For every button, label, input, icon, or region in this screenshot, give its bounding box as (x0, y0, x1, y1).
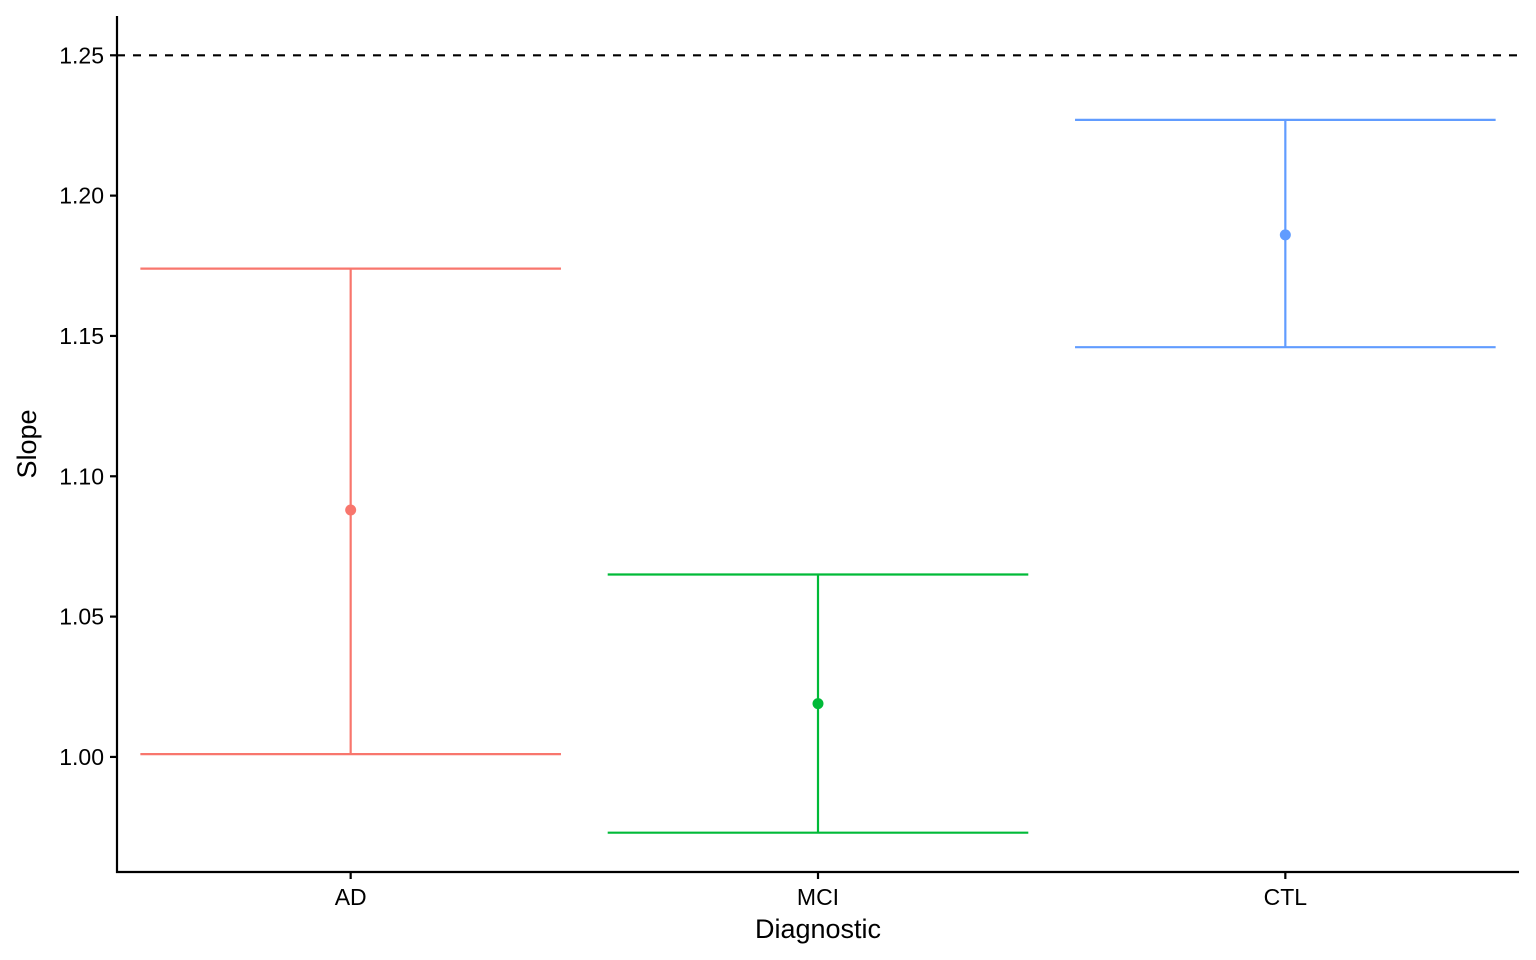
y-tick-label: 1.15 (59, 323, 104, 349)
point-estimate (812, 698, 824, 710)
y-tick-label: 1.00 (59, 744, 104, 770)
x-axis-title: Diagnostic (755, 914, 881, 944)
errorbar-ad (140, 267, 561, 756)
x-tick-label: CTL (1264, 884, 1308, 910)
y-tick-label: 1.20 (59, 183, 104, 209)
y-tick-label: 1.05 (59, 604, 104, 630)
plot-area (117, 54, 1519, 834)
y-tick-label: 1.10 (59, 463, 104, 489)
point-estimate (1279, 229, 1291, 241)
y-tick-label: 1.25 (59, 42, 104, 68)
point-estimate (345, 504, 357, 516)
y-axis-ticks: 1.00 1.05 1.10 1.15 1.20 1.25 (59, 42, 117, 770)
errorbar-ctl (1075, 118, 1496, 349)
y-axis-title: Slope (12, 409, 42, 478)
x-tick-label: MCI (797, 884, 839, 910)
errorbar-mci (607, 573, 1029, 834)
x-axis-ticks: AD MCI CTL (335, 872, 1308, 910)
x-tick-label: AD (335, 884, 367, 910)
